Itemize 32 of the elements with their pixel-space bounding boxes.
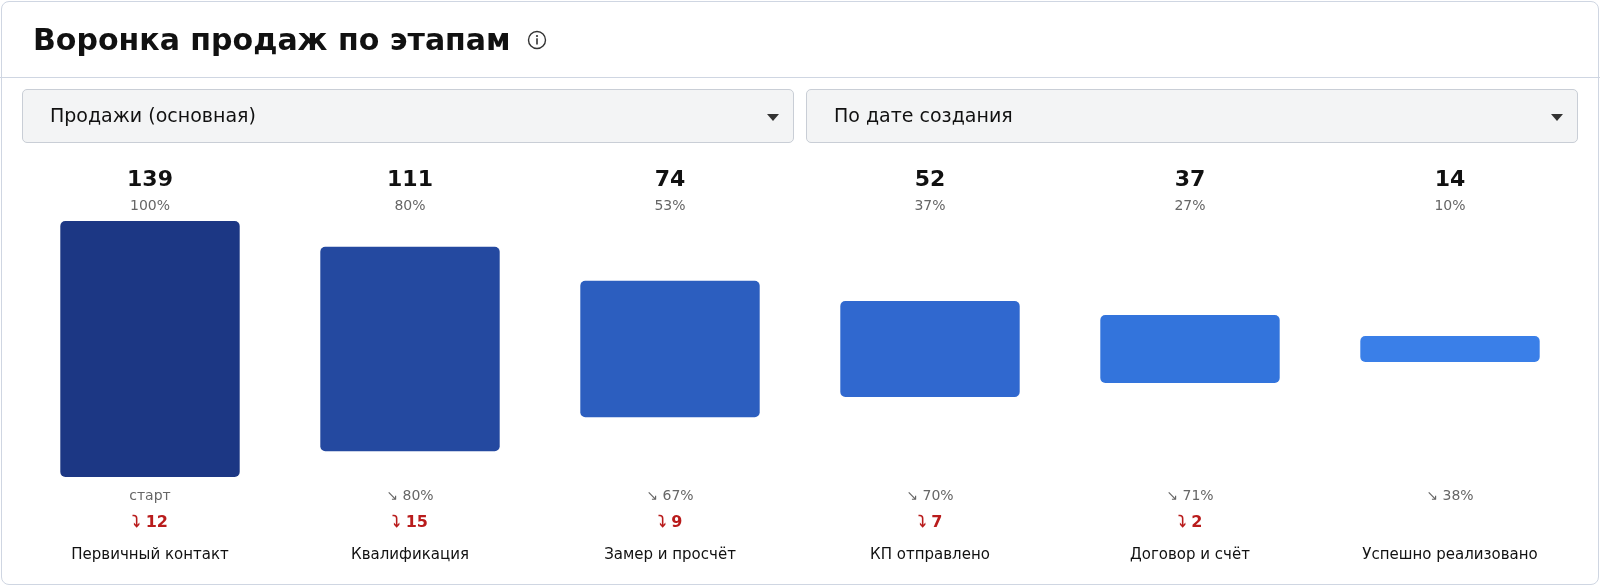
text: ⤵ 2 [1177,511,1203,531]
data-label: 37 [1174,165,1206,191]
data-label: 14 [1434,165,1466,191]
text: 100% [129,197,171,213]
category-label: КП отправлено [870,545,990,563]
category-label: Первичный контакт [71,545,229,563]
text: ↘ 71% [1166,487,1214,503]
text: ↘ 38% [1426,487,1474,503]
data-label: 52 [914,165,946,191]
text: 27% [1174,197,1206,213]
category-label: Замер и просчёт [604,545,737,563]
text: 37% [914,197,946,213]
text: ⤵ 9 [657,511,683,531]
text: ⤵ 15 [392,511,428,531]
category-label: Договор и счёт [1130,545,1251,563]
text: 80% [394,197,426,213]
text: 10% [1434,197,1466,213]
text: ⤵ 12 [132,511,168,531]
text: старт [129,487,171,503]
text: 53% [654,197,686,213]
text: ↘ 67% [646,487,694,503]
text: ↘ 70% [906,487,954,503]
data-label: 74 [654,165,686,191]
text: Воронка продаж по этапам [33,22,511,57]
text: ↘ 80% [386,487,434,503]
dropdown-field: Продажи (основная) [22,89,794,143]
data-label: 139 [127,165,173,191]
text: ⤵ 7 [917,511,943,531]
category-label: Квалификация [351,545,469,563]
category-label: Успешно реализовано [1362,545,1538,563]
data-label: 111 [387,165,433,191]
dropdown-field: По дате создания [806,89,1578,143]
